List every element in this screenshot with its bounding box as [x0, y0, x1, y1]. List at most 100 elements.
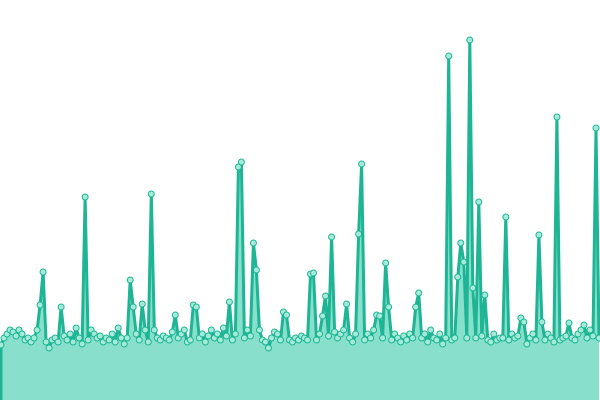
data-point — [63, 336, 71, 344]
data-point — [237, 158, 245, 166]
data-point — [228, 336, 236, 344]
data-point — [84, 336, 92, 344]
data-point — [340, 326, 348, 334]
data-point — [243, 326, 251, 334]
data-point — [553, 113, 561, 121]
data-point — [147, 190, 155, 198]
data-point — [96, 332, 104, 340]
data-point — [451, 334, 459, 342]
data-point — [457, 239, 465, 247]
data-point — [580, 321, 588, 329]
data-point — [219, 324, 227, 332]
data-point — [355, 230, 363, 238]
data-point — [433, 336, 441, 344]
data-point — [150, 326, 158, 334]
data-point — [135, 336, 143, 344]
data-point — [475, 198, 483, 206]
data-point — [535, 231, 543, 239]
data-point — [322, 292, 330, 300]
data-point — [129, 303, 137, 311]
data-point — [571, 336, 579, 344]
data-point — [454, 273, 462, 281]
data-point — [595, 334, 600, 342]
data-point — [592, 124, 600, 132]
data-point — [138, 300, 146, 308]
data-point — [30, 334, 38, 342]
data-point — [114, 324, 122, 332]
data-point — [165, 336, 173, 344]
data-point — [0, 341, 5, 349]
data-point — [57, 303, 65, 311]
data-point — [204, 332, 212, 340]
data-point — [466, 36, 474, 44]
data-point — [358, 160, 366, 168]
data-point — [583, 334, 591, 342]
data-point — [45, 344, 53, 352]
data-point — [499, 334, 507, 342]
area-fill — [1, 40, 599, 400]
data-point — [379, 334, 387, 342]
data-point — [33, 326, 41, 334]
data-point — [313, 336, 321, 344]
data-point — [436, 330, 444, 338]
data-point — [310, 269, 318, 277]
data-point — [54, 338, 62, 346]
data-point — [132, 330, 140, 338]
data-point — [541, 336, 549, 344]
data-point — [502, 213, 510, 221]
data-point — [319, 312, 327, 320]
data-point — [349, 338, 357, 346]
data-point — [225, 298, 233, 306]
data-point — [427, 326, 435, 334]
data-point — [376, 312, 384, 320]
data-point — [388, 336, 396, 344]
data-point — [409, 334, 417, 342]
data-point — [120, 340, 128, 348]
data-point — [562, 332, 570, 340]
data-point — [424, 338, 432, 346]
data-point — [421, 330, 429, 338]
data-point — [385, 303, 393, 311]
data-point — [469, 284, 477, 292]
data-point — [123, 334, 131, 342]
data-point — [81, 193, 89, 201]
data-point — [117, 334, 125, 342]
data-point — [442, 334, 450, 342]
data-point — [463, 334, 471, 342]
data-point — [180, 326, 188, 334]
data-point — [261, 338, 269, 346]
data-point — [472, 334, 480, 342]
data-point — [192, 303, 200, 311]
data-point — [69, 338, 77, 346]
data-point — [144, 338, 152, 346]
data-point — [246, 332, 254, 340]
data-point — [42, 338, 50, 346]
data-point — [264, 344, 272, 352]
data-point — [201, 338, 209, 346]
data-point — [586, 326, 594, 334]
data-point — [111, 338, 119, 346]
data-point — [343, 300, 351, 308]
data-point — [240, 334, 248, 342]
data-point — [141, 326, 149, 334]
data-point — [370, 326, 378, 334]
data-point — [325, 332, 333, 340]
data-point — [276, 336, 284, 344]
data-point — [520, 318, 528, 326]
data-point — [577, 326, 585, 334]
data-point — [523, 340, 531, 348]
data-point — [66, 330, 74, 338]
data-point — [18, 330, 26, 338]
data-point — [72, 324, 80, 332]
data-point — [39, 268, 47, 276]
data-point — [36, 301, 44, 309]
data-point — [273, 330, 281, 338]
data-point — [478, 332, 486, 340]
data-point — [249, 239, 257, 247]
data-point — [216, 336, 224, 344]
data-point — [490, 330, 498, 338]
data-point — [105, 336, 113, 344]
data-point — [316, 330, 324, 338]
data-point — [234, 163, 242, 171]
